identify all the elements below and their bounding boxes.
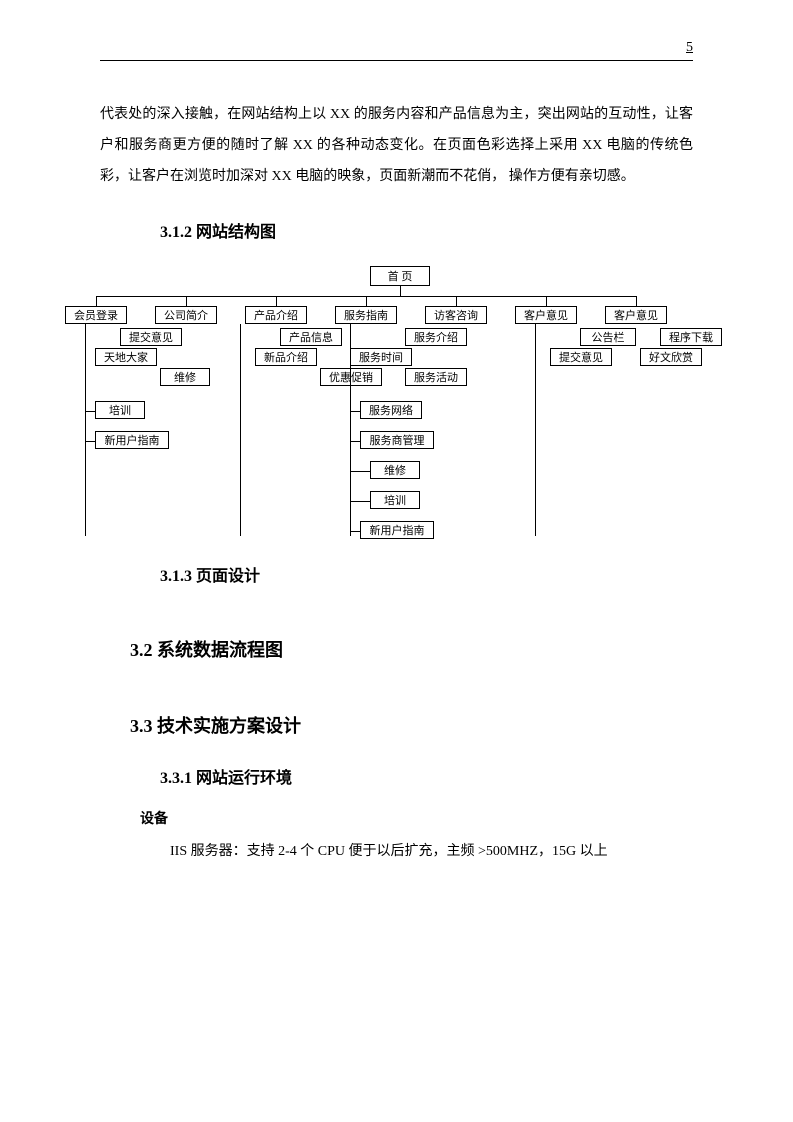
tree-node: 公告栏 [580, 328, 636, 346]
tree-connector [400, 286, 401, 296]
tree-node: 客户意见 [515, 306, 577, 324]
tree-node: 培训 [370, 491, 420, 509]
tree-connector [366, 296, 367, 306]
heading-33: 3.3 技术实施方案设计 [130, 712, 693, 738]
site-structure-diagram: 首 页会员登录公司简介产品介绍服务指南访客咨询客户意见客户意见提交意见天地大家维… [60, 256, 700, 536]
tree-connector [350, 324, 351, 536]
tree-connector [85, 441, 95, 442]
tree-connector [350, 441, 360, 442]
tree-node: 服务网络 [360, 401, 422, 419]
tree-node: 产品信息 [280, 328, 342, 346]
tree-node: 提交意见 [120, 328, 182, 346]
tree-node: 好文欣赏 [640, 348, 702, 366]
tree-connector [546, 296, 547, 306]
tree-node: 新用户指南 [360, 521, 434, 539]
tree-connector [350, 471, 370, 472]
tree-node: 会员登录 [65, 306, 127, 324]
heading-312: 3.1.2 网站结构图 [160, 218, 693, 242]
page-number: 5 [686, 40, 693, 56]
tree-connector [636, 296, 637, 306]
tree-connector [535, 324, 536, 536]
tree-node: 培训 [95, 401, 145, 419]
tree-node: 服务指南 [335, 306, 397, 324]
tree-connector [456, 296, 457, 306]
tree-connector [85, 324, 86, 536]
tree-connector [350, 411, 360, 412]
tree-node: 客户意见 [605, 306, 667, 324]
tree-node: 天地大家 [95, 348, 157, 366]
tree-node: 访客咨询 [425, 306, 487, 324]
tree-node: 维修 [370, 461, 420, 479]
tree-node: 服务活动 [405, 368, 467, 386]
tree-connector [240, 324, 241, 536]
tree-connector [85, 411, 95, 412]
tree-node: 公司简介 [155, 306, 217, 324]
tree-node: 服务介绍 [405, 328, 467, 346]
equipment-text: IIS 服务器：支持 2-4 个 CPU 便于以后扩充，主频 >500MHZ，1… [170, 838, 693, 866]
heading-32: 3.2 系统数据流程图 [130, 636, 693, 662]
tree-node: 提交意见 [550, 348, 612, 366]
tree-connector [186, 296, 187, 306]
tree-node: 服务商管理 [360, 431, 434, 449]
tree-connector [96, 296, 97, 306]
tree-connector [276, 296, 277, 306]
header-rule [100, 60, 693, 61]
tree-node: 新品介绍 [255, 348, 317, 366]
tree-connector [350, 531, 360, 532]
heading-331: 3.3.1 网站运行环境 [160, 764, 693, 788]
intro-paragraph: 代表处的深入接触，在网站结构上以 XX 的服务内容和产品信息为主，突出网站的互动… [100, 100, 693, 192]
tree-node: 首 页 [370, 266, 430, 286]
tree-node: 产品介绍 [245, 306, 307, 324]
tree-node: 优惠促销 [320, 368, 382, 386]
tree-node: 服务时间 [350, 348, 412, 366]
tree-node: 维修 [160, 368, 210, 386]
tree-node: 程序下载 [660, 328, 722, 346]
heading-313: 3.1.3 页面设计 [160, 562, 693, 586]
tree-node: 新用户指南 [95, 431, 169, 449]
equipment-label: 设备 [140, 808, 693, 828]
tree-connector [350, 501, 370, 502]
